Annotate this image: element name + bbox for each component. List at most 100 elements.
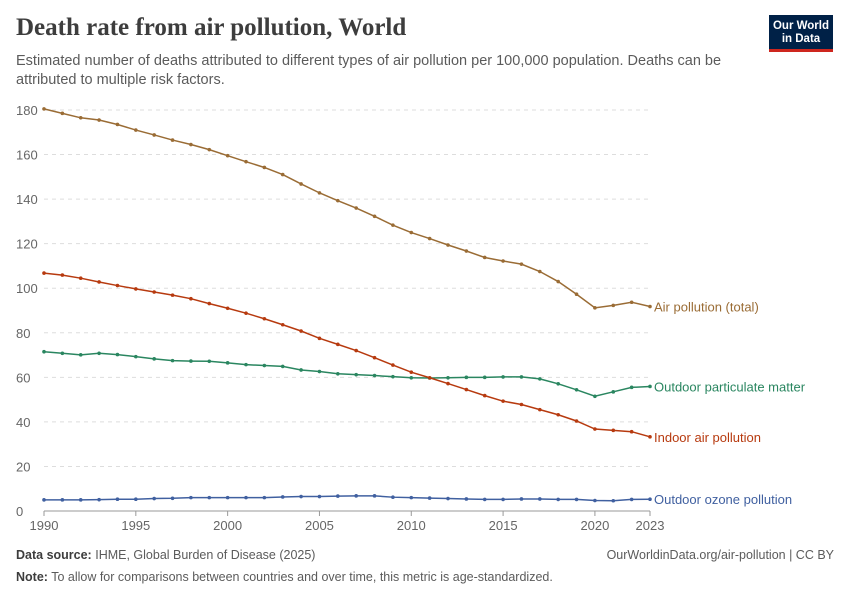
data-point xyxy=(648,304,652,309)
data-point xyxy=(115,283,120,288)
source-url[interactable]: OurWorldinData.org/air-pollution | CC BY xyxy=(606,548,834,562)
data-point xyxy=(538,407,542,412)
chart-subtitle: Estimated number of deaths attributed to… xyxy=(16,53,722,88)
series-line xyxy=(44,495,651,502)
data-point xyxy=(354,372,358,377)
data-point xyxy=(170,138,175,142)
data-point xyxy=(427,375,432,380)
data-point xyxy=(207,301,212,306)
data-point xyxy=(97,497,101,502)
data-point xyxy=(629,300,634,305)
series-label: Outdoor particulate matter xyxy=(654,379,806,394)
data-point xyxy=(409,495,414,500)
x-tick-label: 2023 xyxy=(636,518,665,533)
y-tick-label: 40 xyxy=(16,415,30,430)
y-tick-label: 20 xyxy=(16,459,30,474)
data-point xyxy=(317,494,322,499)
data-point xyxy=(60,111,65,116)
data-point xyxy=(538,269,542,274)
data-point xyxy=(574,497,579,502)
data-point xyxy=(152,133,156,137)
data-point xyxy=(60,273,65,277)
data-point xyxy=(354,494,358,498)
y-tick-label: 80 xyxy=(16,326,30,341)
data-point xyxy=(317,191,322,195)
data-point xyxy=(611,428,616,433)
data-point xyxy=(336,371,340,376)
data-point xyxy=(134,287,138,291)
data-point xyxy=(299,182,303,186)
y-tick-label: 180 xyxy=(16,103,38,118)
data-point xyxy=(574,292,579,297)
data-point xyxy=(391,363,395,367)
data-point xyxy=(593,427,597,431)
data-point xyxy=(134,128,138,132)
data-point xyxy=(427,496,432,500)
data-point xyxy=(593,394,597,399)
data-point xyxy=(189,296,193,301)
data-point xyxy=(207,147,212,152)
note-label: Note: xyxy=(16,570,48,584)
data-point xyxy=(629,497,634,502)
data-point xyxy=(611,303,616,308)
data-point xyxy=(482,393,487,398)
data-point xyxy=(262,316,267,321)
data-point xyxy=(611,390,616,394)
data-point xyxy=(78,498,83,502)
data-point xyxy=(501,375,505,379)
data-point xyxy=(501,497,505,502)
data-point xyxy=(170,358,175,363)
data-point xyxy=(482,375,487,380)
data-point xyxy=(409,375,414,380)
y-tick-label: 60 xyxy=(16,370,30,385)
data-point xyxy=(280,495,285,499)
data-point xyxy=(648,497,652,501)
x-tick-label: 2015 xyxy=(489,518,518,533)
logo-line-1: Our World xyxy=(772,20,829,32)
logo-line-2: in Data xyxy=(781,33,821,45)
data-point xyxy=(152,496,156,501)
data-point xyxy=(42,107,46,111)
series-label: Outdoor ozone pollution xyxy=(654,492,792,507)
data-point xyxy=(152,357,156,361)
data-point xyxy=(78,115,83,120)
data-point xyxy=(60,498,65,502)
data-point xyxy=(464,375,469,380)
data-point xyxy=(189,142,193,147)
source-text: IHME, Global Burden of Disease (2025) xyxy=(95,548,316,562)
data-point xyxy=(482,255,487,260)
y-tick-label: 140 xyxy=(16,192,38,207)
data-point xyxy=(538,377,542,381)
data-point xyxy=(593,498,597,503)
data-point xyxy=(115,122,120,127)
data-point xyxy=(280,322,285,327)
data-point xyxy=(97,280,101,284)
data-point xyxy=(299,494,303,499)
data-point xyxy=(244,159,248,164)
data-point xyxy=(134,354,138,359)
data-point xyxy=(354,348,358,353)
data-point xyxy=(299,368,303,372)
data-point xyxy=(134,497,138,501)
data-point xyxy=(317,369,322,374)
data-point xyxy=(464,249,469,253)
data-point xyxy=(225,361,230,365)
data-point xyxy=(446,496,450,501)
data-point xyxy=(170,293,175,297)
data-point xyxy=(629,429,634,434)
data-point xyxy=(501,259,505,263)
data-point xyxy=(244,362,248,367)
note-text: To allow for comparisons between countri… xyxy=(51,570,553,584)
data-point xyxy=(336,494,340,498)
owid-logo[interactable]: Our World in Data xyxy=(769,15,833,52)
data-point xyxy=(280,172,285,177)
data-point xyxy=(42,349,46,354)
data-point xyxy=(446,375,450,380)
series-label: Air pollution (total) xyxy=(654,299,759,314)
data-point xyxy=(372,214,377,219)
data-point xyxy=(170,496,175,501)
x-tick-label: 1990 xyxy=(30,518,59,533)
data-point xyxy=(354,206,358,210)
data-point xyxy=(629,385,634,390)
data-point xyxy=(97,351,101,356)
